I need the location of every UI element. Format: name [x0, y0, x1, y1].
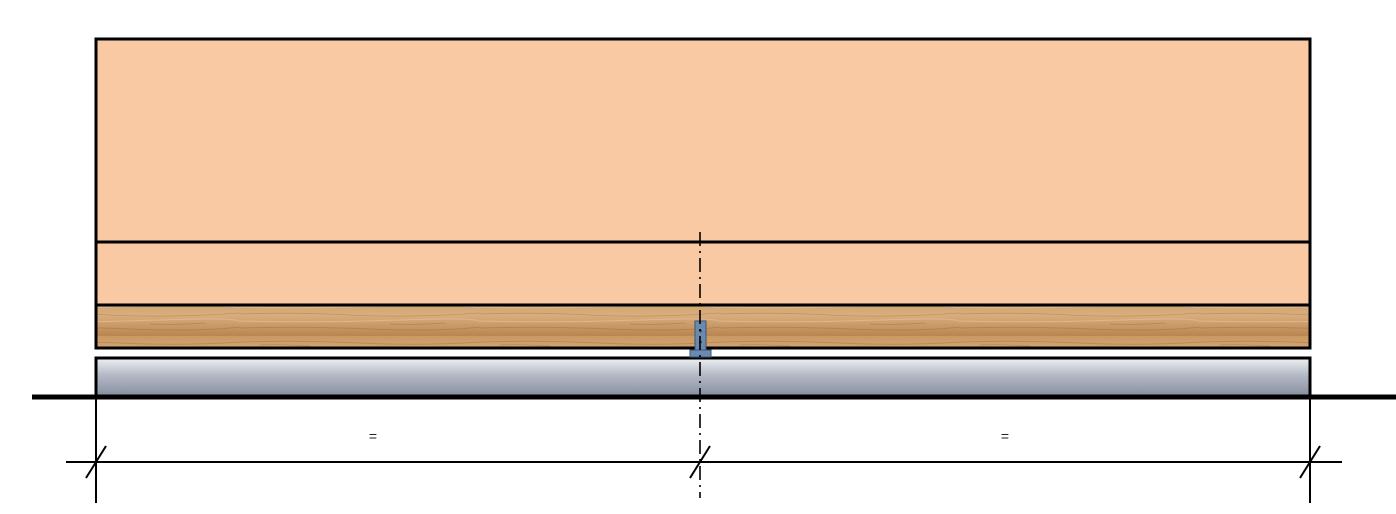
wall-panel	[94, 37, 1312, 350]
foundation-strip	[94, 356, 1312, 398]
dimension-tick-left	[85, 445, 107, 479]
dimension-tick-right	[1299, 445, 1321, 479]
dimension-tick-center	[689, 445, 711, 479]
dimension-label-right: =	[1001, 428, 1009, 444]
dimension-label-left: =	[369, 428, 377, 444]
